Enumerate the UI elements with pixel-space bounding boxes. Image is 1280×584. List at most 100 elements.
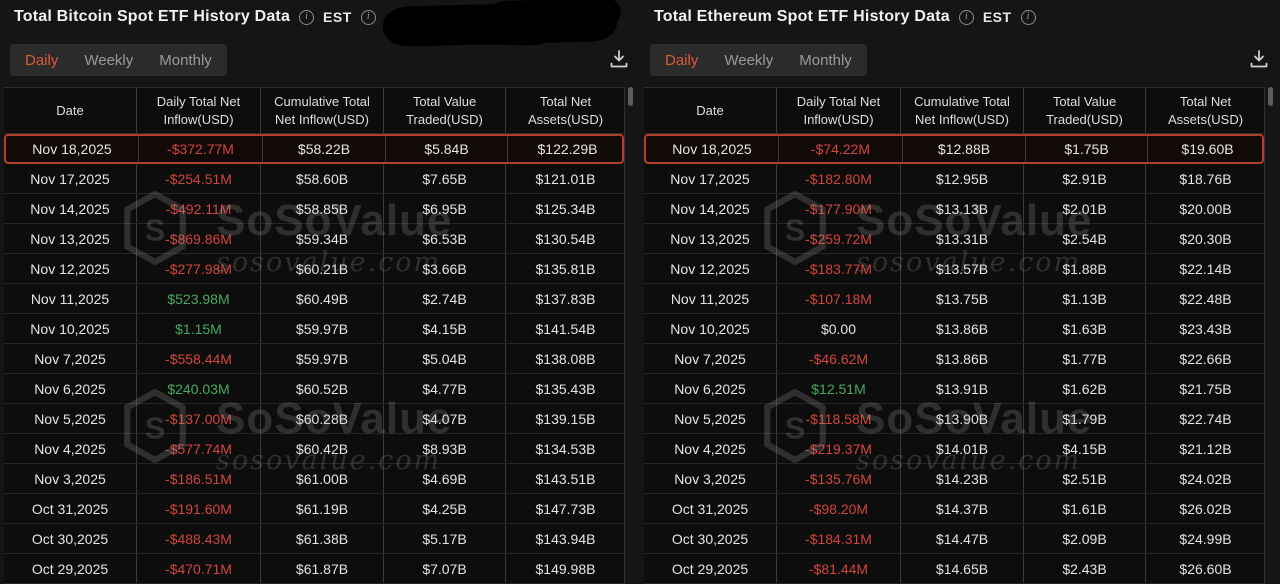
cell-cumulative-inflow: $13.91B bbox=[900, 374, 1023, 403]
table-row[interactable]: Oct 29,2025 -$470.71M $61.87B $7.07B $149.98… bbox=[4, 554, 624, 584]
table-row[interactable]: Nov 5,2025 -$118.58M $13.90B $1.79B $22.74B bbox=[644, 404, 1264, 434]
cell-net-assets: $24.99B bbox=[1145, 524, 1265, 553]
table-row[interactable]: Nov 5,2025 -$137.00M $60.28B $4.07B $139.15B bbox=[4, 404, 624, 434]
cell-value-traded: $3.66B bbox=[383, 254, 505, 283]
tab-weekly[interactable]: Weekly bbox=[724, 51, 774, 69]
table-row[interactable]: Nov 6,2025 $240.03M $60.52B $4.77B $135.43B bbox=[4, 374, 624, 404]
info-icon[interactable]: i bbox=[299, 9, 315, 25]
table-row[interactable]: Nov 4,2025 -$219.37M $14.01B $4.15B $21.12B bbox=[644, 434, 1264, 464]
col-header-date: Date bbox=[696, 102, 724, 118]
table-row[interactable]: Nov 7,2025 -$46.62M $13.86B $1.77B $22.66B bbox=[644, 344, 1264, 374]
table-row[interactable]: Nov 17,2025 -$182.80M $12.95B $2.91B $18.76B bbox=[644, 164, 1264, 194]
cell-net-assets: $20.30B bbox=[1145, 224, 1265, 253]
period-tabs: Daily Weekly Monthly bbox=[10, 44, 227, 76]
table-row[interactable]: Nov 12,2025 -$183.77M $13.57B $1.88B $22.14B bbox=[644, 254, 1264, 284]
cell-daily-inflow: $1.15M bbox=[136, 314, 260, 343]
table-row[interactable]: Nov 11,2025 -$107.18M $13.75B $1.13B $22.48B bbox=[644, 284, 1264, 314]
timezone-label: EST bbox=[323, 9, 352, 25]
cell-value-traded: $2.43B bbox=[1023, 554, 1145, 583]
cell-cumulative-inflow: $12.95B bbox=[900, 164, 1023, 193]
cell-daily-inflow: -$470.71M bbox=[136, 554, 260, 583]
cell-daily-inflow: -$182.80M bbox=[776, 164, 900, 193]
cell-net-assets: $19.60B bbox=[1147, 136, 1267, 162]
table-row[interactable]: Nov 10,2025 $0.00 $13.86B $1.63B $23.43B bbox=[644, 314, 1264, 344]
cell-value-traded: $1.13B bbox=[1023, 284, 1145, 313]
cell-date: Nov 17,2025 bbox=[30, 170, 110, 187]
cell-daily-inflow: -$254.51M bbox=[136, 164, 260, 193]
cell-value-traded: $4.77B bbox=[383, 374, 505, 403]
cell-date: Nov 13,2025 bbox=[670, 230, 750, 247]
cell-value-traded: $1.62B bbox=[1023, 374, 1145, 403]
cell-cumulative-inflow: $60.52B bbox=[260, 374, 383, 403]
tab-daily[interactable]: Daily bbox=[25, 51, 59, 69]
table-row[interactable]: Nov 17,2025 -$254.51M $58.60B $7.65B $121.01… bbox=[4, 164, 624, 194]
cell-net-assets: $121.01B bbox=[505, 164, 625, 193]
scrollbar-thumb[interactable] bbox=[1268, 87, 1273, 106]
tab-daily[interactable]: Daily bbox=[665, 51, 699, 69]
table-row[interactable]: Nov 12,2025 -$277.98M $60.21B $3.66B $135.81… bbox=[4, 254, 624, 284]
cell-net-assets: $122.29B bbox=[507, 136, 627, 162]
cell-value-traded: $8.93B bbox=[383, 434, 505, 463]
table-row[interactable]: Oct 30,2025 -$184.31M $14.47B $2.09B $24.99B bbox=[644, 524, 1264, 554]
table-row[interactable]: Nov 3,2025 -$186.51M $61.00B $4.69B $143.51B bbox=[4, 464, 624, 494]
table-row-highlighted[interactable]: Nov 18,2025 -$372.77M $58.22B $5.84B $122.29… bbox=[4, 134, 624, 164]
cell-daily-inflow: -$869.86M bbox=[136, 224, 260, 253]
cell-cumulative-inflow: $60.49B bbox=[260, 284, 383, 313]
table-row[interactable]: Nov 6,2025 $12.51M $13.91B $1.62B $21.75B bbox=[644, 374, 1264, 404]
cell-daily-inflow: -$177.90M bbox=[776, 194, 900, 223]
cell-net-assets: $135.43B bbox=[505, 374, 625, 403]
download-icon[interactable] bbox=[607, 47, 631, 71]
cell-net-assets: $138.08B bbox=[505, 344, 625, 373]
cell-net-assets: $135.81B bbox=[505, 254, 625, 283]
tab-monthly[interactable]: Monthly bbox=[799, 51, 852, 69]
cell-cumulative-inflow: $59.34B bbox=[260, 224, 383, 253]
cell-cumulative-inflow: $58.22B bbox=[262, 136, 385, 162]
cell-date: Nov 4,2025 bbox=[34, 440, 106, 457]
cell-cumulative-inflow: $14.65B bbox=[900, 554, 1023, 583]
cell-net-assets: $26.60B bbox=[1145, 554, 1265, 583]
cell-daily-inflow: -$191.60M bbox=[136, 494, 260, 523]
table-row[interactable]: Nov 4,2025 -$577.74M $60.42B $8.93B $134.53B bbox=[4, 434, 624, 464]
table-row[interactable]: Nov 11,2025 $523.98M $60.49B $2.74B $137.83B bbox=[4, 284, 624, 314]
table-row[interactable]: Oct 29,2025 -$81.44M $14.65B $2.43B $26.60B bbox=[644, 554, 1264, 584]
info-icon[interactable]: i bbox=[1020, 9, 1036, 25]
info-icon[interactable]: i bbox=[360, 9, 376, 25]
table-row[interactable]: Nov 13,2025 -$259.72M $13.31B $2.54B $20.30B bbox=[644, 224, 1264, 254]
cell-value-traded: $4.07B bbox=[383, 404, 505, 433]
cell-cumulative-inflow: $58.60B bbox=[260, 164, 383, 193]
cell-date: Nov 3,2025 bbox=[674, 470, 746, 487]
table-row[interactable]: Nov 14,2025 -$492.11M $58.85B $6.95B $125.34… bbox=[4, 194, 624, 224]
cell-value-traded: $1.79B bbox=[1023, 404, 1145, 433]
cell-value-traded: $4.69B bbox=[383, 464, 505, 493]
table-row[interactable]: Nov 3,2025 -$135.76M $14.23B $2.51B $24.02B bbox=[644, 464, 1264, 494]
table-row[interactable]: Nov 14,2025 -$177.90M $13.13B $2.01B $20.00B bbox=[644, 194, 1264, 224]
table-row[interactable]: Nov 7,2025 -$558.44M $59.97B $5.04B $138.08B bbox=[4, 344, 624, 374]
cell-daily-inflow: -$186.51M bbox=[136, 464, 260, 493]
cell-date: Nov 5,2025 bbox=[674, 410, 746, 427]
cell-daily-inflow: -$277.98M bbox=[136, 254, 260, 283]
table-row[interactable]: Oct 30,2025 -$488.43M $61.38B $5.17B $143.94… bbox=[4, 524, 624, 554]
cell-date: Nov 7,2025 bbox=[34, 350, 106, 367]
cell-cumulative-inflow: $14.01B bbox=[900, 434, 1023, 463]
table-row[interactable]: Oct 31,2025 -$191.60M $61.19B $4.25B $147.73… bbox=[4, 494, 624, 524]
cell-net-assets: $22.74B bbox=[1145, 404, 1265, 433]
tab-weekly[interactable]: Weekly bbox=[84, 51, 134, 69]
info-icon[interactable]: i bbox=[958, 9, 974, 25]
col-header-date: Date bbox=[56, 102, 84, 118]
cell-cumulative-inflow: $14.47B bbox=[900, 524, 1023, 553]
scrollbar-thumb[interactable] bbox=[628, 87, 633, 106]
cell-date: Nov 18,2025 bbox=[32, 141, 112, 157]
download-icon[interactable] bbox=[1247, 47, 1271, 71]
cell-date: Nov 12,2025 bbox=[670, 260, 750, 277]
cell-value-traded: $6.53B bbox=[383, 224, 505, 253]
cell-value-traded: $4.15B bbox=[1023, 434, 1145, 463]
table-row-highlighted[interactable]: Nov 18,2025 -$74.22M $12.88B $1.75B $19.60B bbox=[644, 134, 1264, 164]
table-row[interactable]: Nov 13,2025 -$869.86M $59.34B $6.53B $130.54… bbox=[4, 224, 624, 254]
redaction-scribble bbox=[382, 0, 618, 48]
cell-daily-inflow: $523.98M bbox=[136, 284, 260, 313]
cell-cumulative-inflow: $13.75B bbox=[900, 284, 1023, 313]
table-row[interactable]: Nov 10,2025 $1.15M $59.97B $4.15B $141.54B bbox=[4, 314, 624, 344]
cell-net-assets: $143.94B bbox=[505, 524, 625, 553]
table-row[interactable]: Oct 31,2025 -$98.20M $14.37B $1.61B $26.02B bbox=[644, 494, 1264, 524]
tab-monthly[interactable]: Monthly bbox=[159, 51, 212, 69]
